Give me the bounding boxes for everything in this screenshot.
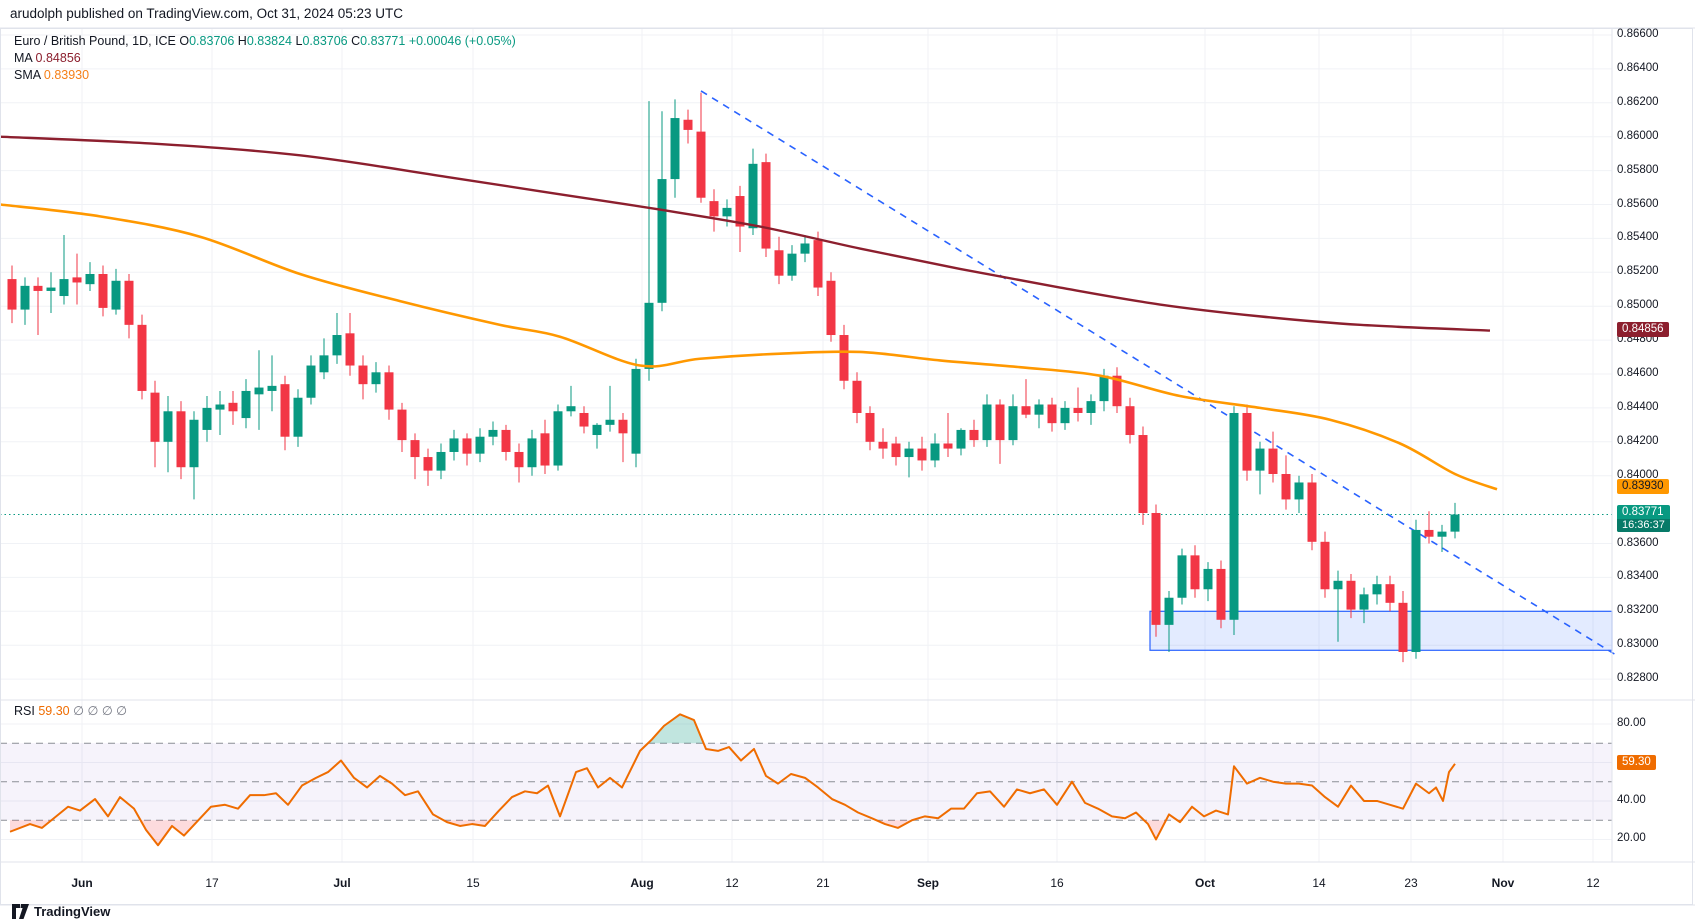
close-label: C	[351, 34, 361, 48]
high-label: H	[237, 34, 247, 48]
price-axis-label: 0.85200	[1617, 265, 1659, 278]
sma-legend-row[interactable]: SMA 0.83930	[14, 67, 516, 84]
price-axis-label: 0.84000	[1617, 468, 1659, 481]
last-price-badge: 0.83771 16:36:37	[1617, 504, 1670, 532]
rsi-axis-label: 40.00	[1617, 793, 1646, 806]
time-axis-label: Sep	[916, 876, 940, 890]
tradingview-logo[interactable]: TradingView	[12, 904, 110, 919]
rsi-legend[interactable]: RSI 59.30 ∅ ∅ ∅ ∅	[14, 703, 127, 718]
price-axis-label: 0.84200	[1617, 434, 1659, 447]
open-label: O	[179, 34, 190, 48]
rsi-label: RSI	[14, 704, 35, 718]
ma-legend-row[interactable]: MA 0.84856	[14, 50, 516, 67]
price-axis-label: 0.85600	[1617, 197, 1659, 210]
price-axis-label: 0.83400	[1617, 570, 1659, 583]
time-axis-label: 14	[1312, 876, 1326, 890]
ma-value: 0.84856	[35, 51, 81, 65]
rsi-axis-label: 80.00	[1617, 716, 1646, 729]
sma-value: 0.83930	[43, 68, 90, 82]
open-value: 0.83706	[189, 34, 235, 48]
price-axis-label: 0.85000	[1617, 299, 1659, 312]
price-axis-label: 0.85800	[1617, 163, 1659, 176]
price-axis-label: 0.86200	[1617, 95, 1659, 108]
sma-price-badge: 0.83930	[1617, 478, 1669, 494]
time-axis-label: 12	[725, 876, 739, 890]
time-axis-label: 21	[816, 876, 830, 890]
price-axis-label: 0.83200	[1617, 604, 1659, 617]
rsi-value-badge: 59.30	[1617, 754, 1656, 770]
time-axis-label: 12	[1586, 876, 1600, 890]
sma-label: SMA	[14, 68, 41, 82]
publish-header: arudolph published on TradingView.com, O…	[10, 6, 403, 21]
tradingview-logo-text: TradingView	[34, 904, 111, 919]
price-axis-label: 0.84400	[1617, 400, 1659, 413]
high-value: 0.83824	[246, 34, 292, 48]
change-value: +0.00046 (+0.05%)	[408, 34, 516, 48]
symbol-legend: Euro / British Pound, 1D, ICE O0.83706 H…	[14, 33, 516, 84]
low-value: 0.83706	[302, 34, 348, 48]
low-label: L	[295, 34, 303, 48]
price-axis-label: 0.86600	[1617, 28, 1659, 40]
time-axis-label: 15	[466, 876, 480, 890]
symbol-ohlc-row: Euro / British Pound, 1D, ICE O0.83706 H…	[14, 33, 516, 50]
price-axis-label: 0.82800	[1617, 672, 1659, 685]
time-axis-label: 17	[205, 876, 219, 890]
time-axis-label: Nov	[1491, 876, 1515, 890]
time-axis-label: Oct	[1194, 876, 1216, 890]
price-axis-label: 0.86400	[1617, 61, 1659, 74]
price-axis-label: 0.86000	[1617, 129, 1659, 142]
symbol-title[interactable]: Euro / British Pound, 1D, ICE	[14, 34, 176, 48]
price-axis-label: 0.83600	[1617, 536, 1659, 549]
price-axis-label: 0.84600	[1617, 367, 1659, 379]
time-axis-label: Jul	[333, 876, 351, 890]
close-value: 0.83771	[360, 34, 406, 48]
bar-countdown: 16:36:37	[1617, 518, 1670, 532]
rsi-value: 59.30	[38, 704, 70, 718]
ma-price-badge: 0.84856	[1617, 321, 1669, 337]
time-axis-label: 23	[1404, 876, 1418, 890]
price-axis-label: 0.85400	[1617, 231, 1659, 244]
price-axis-label: 0.83000	[1617, 638, 1659, 651]
tradingview-logo-icon	[12, 904, 29, 919]
rsi-axis-label: 20.00	[1617, 832, 1646, 845]
time-axis-label: 16	[1050, 876, 1064, 890]
ma-label: MA	[14, 51, 33, 65]
time-axis-label: Aug	[630, 876, 654, 890]
time-axis-label: Jun	[71, 876, 93, 890]
rsi-hidden-values: ∅ ∅ ∅ ∅	[73, 704, 128, 718]
